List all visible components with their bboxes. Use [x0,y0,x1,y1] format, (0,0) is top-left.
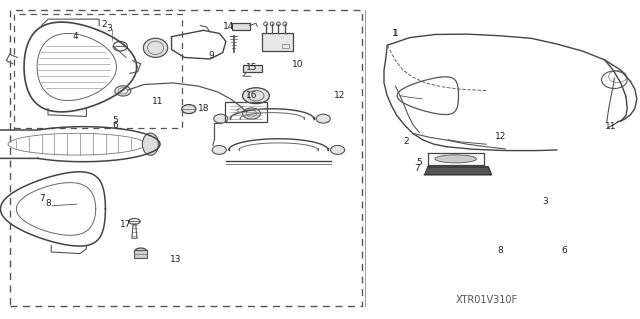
Bar [262,33,293,51]
Ellipse shape [316,114,330,123]
Text: 12: 12 [495,132,507,141]
Text: 6: 6 [113,121,118,130]
Text: 8: 8 [498,246,503,255]
Text: 11: 11 [152,97,164,106]
Text: 2: 2 [101,20,106,29]
Ellipse shape [214,114,228,123]
Text: 17: 17 [120,220,132,229]
Text: 5: 5 [417,158,422,167]
Text: 3: 3 [543,197,548,206]
Ellipse shape [142,133,158,155]
Ellipse shape [182,105,196,114]
Ellipse shape [212,145,227,154]
Bar [232,23,250,30]
Bar [282,44,289,48]
Text: 16: 16 [246,91,258,100]
Ellipse shape [115,86,131,96]
Bar [134,250,147,258]
Ellipse shape [435,155,477,163]
Text: 13: 13 [170,256,182,264]
Polygon shape [424,167,492,175]
Text: 8: 8 [46,199,51,208]
Text: 1: 1 [392,29,397,38]
Text: 5: 5 [113,116,118,125]
Ellipse shape [134,248,147,256]
Text: 7: 7 [414,164,419,173]
Ellipse shape [143,38,168,57]
Text: 15: 15 [246,63,258,72]
Bar [243,65,262,72]
Ellipse shape [243,108,260,119]
Ellipse shape [243,88,269,104]
Text: 6: 6 [562,246,567,255]
Text: 14: 14 [223,22,235,31]
Ellipse shape [330,145,344,154]
Text: XTR01V310F: XTR01V310F [455,295,518,305]
Text: 12: 12 [333,91,345,100]
Text: 9: 9 [209,51,214,60]
Text: 10: 10 [292,60,303,69]
Text: 18: 18 [198,104,210,113]
Bar [225,102,267,122]
Text: 3: 3 [106,24,111,33]
Text: 7: 7 [40,194,45,203]
Text: 4: 4 [73,32,78,41]
Text: 1: 1 [393,29,398,38]
Text: 2: 2 [403,137,408,146]
Text: 11: 11 [605,122,617,131]
